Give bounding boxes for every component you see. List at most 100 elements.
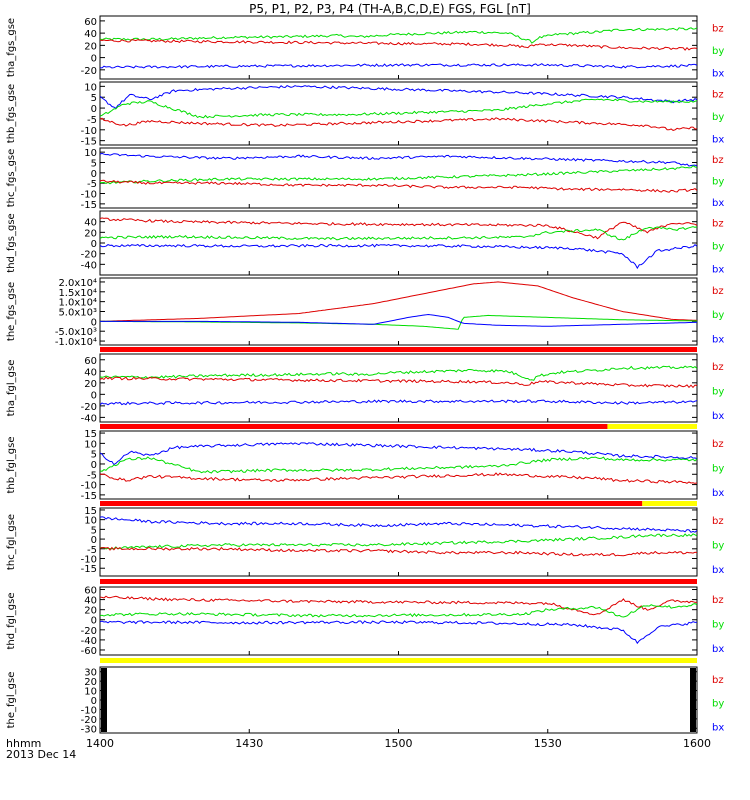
status-bar-red [100,579,697,584]
series-bz [100,546,697,557]
legend-bx: bx [712,265,724,276]
panel-the_fgs_gse: 2.0x10⁴1.5x10⁴1.0x10⁴5.0x10³0-5.0x10³-1.… [6,277,724,348]
y-tick-label: -10 [81,555,97,566]
legend-bx: bx [712,722,724,733]
legend-bx: bx [712,565,724,576]
legend-bz: bz [712,516,724,527]
series-by [100,165,697,185]
legend-by: by [712,242,724,253]
x-tick-label: 1400 [86,737,114,750]
legend-by: by [712,464,724,475]
y-tick-label: 5 [91,450,97,461]
y-tick-label: 5.0x10³ [58,308,97,319]
y-tick-label: -40 [81,636,97,647]
y-axis-label: thc_fgl_gse [6,514,17,570]
y-tick-label: -20 [81,715,97,726]
chart-title: P5, P1, P2, P3, P4 (TH-A,B,C,D,E) FGS, F… [249,2,531,16]
y-tick-label: -5 [87,470,97,481]
panel-frame [99,666,698,734]
series-by [100,365,697,381]
status-bars-group [100,347,697,663]
panel-frame [99,430,698,500]
status-bar-red [100,347,697,352]
legend-bx: bx [712,334,724,345]
y-tick-label: -15 [81,137,97,148]
y-tick-label: 0 [91,317,97,328]
y-tick-label: 40 [84,218,97,229]
y-tick-label: 15 [84,429,97,440]
y-axis-label: thd_fgl_gse [6,593,17,650]
panel-frame [99,277,698,346]
legend-by: by [712,46,724,57]
legend-bz: bz [712,89,724,100]
x-tick-label: 1500 [385,737,413,750]
date-label: 2013 Dec 14 [6,748,76,761]
y-tick-label: -15 [81,200,97,211]
y-axis-label: the_fgs_gse [6,282,17,341]
legend-by: by [712,620,724,631]
series-bx [100,620,697,645]
y-axis-label: thc_fgs_gse [6,149,17,208]
y-tick-label: 20 [84,379,97,390]
legend-bx: bx [712,198,724,209]
y-tick-label: -30 [81,724,97,735]
y-tick-label: -20 [81,402,97,413]
y-tick-label: -20 [81,66,97,77]
status-bar-yellow [100,658,697,663]
legend-bz: bz [712,675,724,686]
y-tick-label: 20 [84,677,97,688]
y-tick-label: 5 [91,158,97,169]
y-tick-label: 0 [91,169,97,180]
y-tick-label: 20 [84,41,97,52]
y-axis-label: tha_fgs_gse [6,18,17,77]
y-tick-label: -1.0x10⁴ [55,337,97,348]
y-tick-label: 40 [84,29,97,40]
y-tick-label: 0 [91,54,97,65]
y-tick-label: 0 [91,696,97,707]
y-tick-label: -60 [81,646,97,657]
y-tick-label: -20 [81,250,97,261]
series-by [100,98,697,119]
y-tick-label: -15 [81,491,97,502]
y-tick-label: 10 [84,516,97,527]
y-tick-label: -5 [87,179,97,190]
series-bz [100,595,697,616]
series-bz [100,39,697,51]
y-tick-label: 2.0x10⁴ [58,278,97,289]
legend-bz: bz [712,362,724,373]
series-by [100,456,697,474]
legend-by: by [712,387,724,398]
series-bz [100,376,697,389]
series-bx [100,442,697,466]
y-tick-label: 15 [84,506,97,517]
y-axis-label: thd_fgs_gse [6,213,17,272]
y-tick-label: -15 [81,564,97,575]
x-tick-label: 1430 [235,737,263,750]
y-axis-label: thb_fgl_gse [6,437,17,494]
series-bz [100,217,697,240]
y-tick-label: 30 [84,668,97,679]
legend-bz: bz [712,439,724,450]
legend-by: by [712,310,724,321]
y-tick-label: 60 [84,586,97,597]
series-by [100,226,697,241]
status-bar-red [100,424,608,429]
y-tick-label: 40 [84,596,97,607]
y-tick-label: 10 [84,82,97,93]
legend-by: by [712,699,724,710]
y-tick-label: 20 [84,606,97,617]
y-tick-label: 60 [84,356,97,367]
y-axis-label: tha_fgl_gse [6,360,17,417]
series-bz [100,117,697,131]
legend-bz: bz [712,155,724,166]
panel-frame [99,507,698,577]
